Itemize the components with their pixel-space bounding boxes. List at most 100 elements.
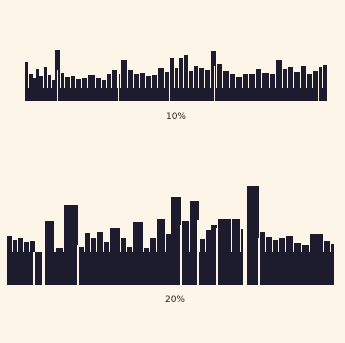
skyline-bottom-gap <box>77 245 79 285</box>
skyline-bottom-building <box>266 237 272 285</box>
skyline-bottom-building <box>157 219 165 285</box>
skyline-top-building <box>307 74 312 101</box>
skyline-bottom-building <box>56 248 63 285</box>
skyline-top-building <box>112 70 117 101</box>
skyline-top-building <box>313 71 318 101</box>
skyline-top-gap <box>214 66 215 101</box>
skyline-top-building <box>249 74 255 101</box>
skyline-bottom-building <box>182 221 189 285</box>
skyline-bottom-building <box>45 221 54 285</box>
skyline-bottom-building <box>91 238 96 285</box>
skyline-bottom-building <box>247 186 259 285</box>
skyline-bottom-building <box>273 240 278 285</box>
skyline-bottom-building <box>36 252 40 285</box>
skyline-bottom-building <box>133 222 143 285</box>
skyline-top-building <box>52 80 55 101</box>
skyline-top-building <box>276 60 282 101</box>
skyline-top-building <box>165 72 169 101</box>
skyline-top-building <box>88 75 95 101</box>
skyline-top-building <box>294 72 300 101</box>
skyline-bottom-building <box>232 219 240 285</box>
skyline-bottom-gap <box>197 220 199 285</box>
skyline-bottom-building <box>24 242 29 285</box>
skyline-top-building <box>107 74 111 101</box>
skyline-bottom-building <box>127 247 132 285</box>
skyline-top-building <box>184 55 188 101</box>
skyline-bottom-building <box>166 234 171 285</box>
skyline-bottom-building <box>85 233 90 285</box>
skyline-bottom-building <box>121 238 126 285</box>
skyline-bottom-building <box>64 205 78 285</box>
skyline-bottom-building <box>171 197 181 285</box>
skyline-top-building <box>158 68 164 101</box>
skyline-top-building <box>96 78 101 101</box>
skyline-top-building <box>134 74 139 101</box>
skyline-top-building <box>301 66 306 101</box>
skyline-bottom-building <box>310 234 323 285</box>
skyline-top-building <box>76 79 81 101</box>
skyline-bottom-building <box>190 201 199 285</box>
skyline-top-building <box>211 51 216 101</box>
skyline-bottom-gap <box>258 238 260 285</box>
skyline-bottom-building <box>211 225 217 285</box>
caption-20-percent: 20% <box>164 295 185 305</box>
skyline-top-gap <box>169 60 170 101</box>
skyline-top-building <box>29 74 33 101</box>
skyline-bottom-gap <box>243 190 247 285</box>
skyline-top-gap <box>318 70 319 101</box>
skyline-top-building <box>146 76 151 101</box>
skyline-bottom-building <box>104 242 109 285</box>
skyline-top-building <box>44 67 47 101</box>
skyline-top-building <box>48 75 51 101</box>
skyline-top-building <box>121 60 127 101</box>
skyline-top-building <box>194 66 198 101</box>
skyline-top-building <box>236 77 242 101</box>
skyline-top-building <box>205 70 210 101</box>
skyline-top-building <box>170 58 174 101</box>
skyline-bottom-building <box>286 236 293 285</box>
skyline-bottom-gap <box>180 225 182 285</box>
skyline-bottom-gap <box>42 248 45 285</box>
skyline-bottom-building <box>150 238 156 285</box>
skyline-top-building <box>36 69 39 101</box>
skyline-top-building <box>71 76 75 101</box>
skyline-bottom-gap <box>33 252 35 285</box>
skyline-top-building <box>82 78 87 101</box>
skyline-bottom-building <box>13 240 17 285</box>
skyline-bottom-building <box>260 232 265 285</box>
skyline-top-building <box>319 67 322 101</box>
skyline-top-building <box>323 65 327 101</box>
skyline-top-building <box>39 76 43 101</box>
skyline-top-building <box>223 71 229 101</box>
skyline-bottom-building <box>331 244 334 285</box>
skyline-top-building <box>25 62 28 101</box>
skyline-top-building <box>61 73 64 101</box>
skyline-bottom-building <box>144 248 149 285</box>
skyline-top-building <box>128 70 133 101</box>
skyline-top-building <box>256 69 261 101</box>
skyline-top-building <box>217 64 222 101</box>
skyline-bottom-building <box>200 239 205 285</box>
skyline-top-building <box>102 80 106 101</box>
skyline-bottom-gap <box>216 228 218 285</box>
skyline-top-building <box>283 69 287 101</box>
skyline-top-building <box>262 73 269 101</box>
skyline-bottom-building <box>97 232 103 285</box>
skyline-top-building <box>243 74 248 101</box>
skyline-top-building <box>65 77 70 101</box>
skyline-top-gap <box>118 74 119 101</box>
skyline-top-building <box>175 68 178 101</box>
skyline-bottom-building <box>324 241 330 285</box>
skyline-top-building <box>189 71 193 101</box>
caption-10-percent: 10% <box>165 112 186 122</box>
skyline-top-building <box>179 58 183 101</box>
skyline-top-building <box>152 75 157 101</box>
skyline-bottom-building <box>79 247 84 285</box>
skyline-top-building <box>288 67 293 101</box>
skyline-top-building <box>140 73 145 101</box>
skyline-bottom-building <box>18 238 23 285</box>
skyline-bottom-building <box>7 236 12 285</box>
skyline-top-building <box>230 74 235 101</box>
